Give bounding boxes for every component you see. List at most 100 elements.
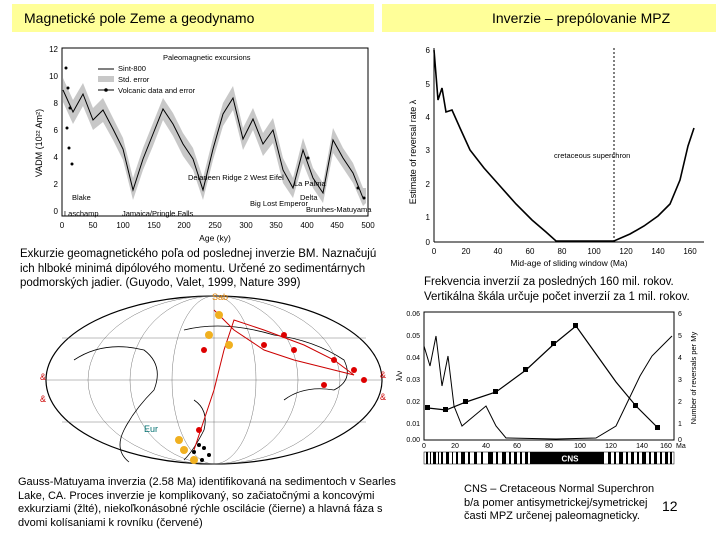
cns-bar-label: CNS xyxy=(562,455,580,464)
globe-black-points xyxy=(192,443,211,462)
vadm-xtick: 50 xyxy=(89,221,98,230)
globe-label-amp: & xyxy=(380,392,386,402)
globe-label-amp: & xyxy=(380,370,386,380)
rate-xtick: 40 xyxy=(494,247,503,256)
globe-red-path xyxy=(193,309,355,451)
cns-xticks: 0 20 40 60 80 100 120 140 160 xyxy=(422,443,672,450)
globe-label-amp: & xyxy=(40,372,46,382)
vadm-legend-title: Paleomagnetic excursions xyxy=(163,53,251,62)
rate-ytick: 2 xyxy=(426,180,431,189)
cns-right-tick: 3 xyxy=(678,377,682,384)
cns-left-tick: 0.05 xyxy=(406,333,420,340)
vadm-annotation: Delta xyxy=(300,193,318,202)
rate-xtick: 120 xyxy=(619,247,633,256)
vadm-ytick: 4 xyxy=(54,153,59,162)
vadm-curve xyxy=(62,89,364,199)
vadm-annotation: Jamaica/Pringle Falls xyxy=(122,209,194,218)
vadm-annotation: Delaneen Ridge 2 West Eifel xyxy=(188,173,284,182)
vadm-xtick: 0 xyxy=(60,221,65,230)
cns-left-tick: 0.03 xyxy=(406,377,420,384)
vadm-annotation: Blake xyxy=(72,193,91,202)
cns-right-tick: 5 xyxy=(678,333,682,340)
vadm-xtick: 400 xyxy=(300,221,314,230)
vadm-yticks: 12 10 8 6 4 2 0 xyxy=(49,45,58,216)
rate-xtick: 20 xyxy=(462,247,471,256)
cns-right-tick: 6 xyxy=(678,311,682,318)
vadm-xtick: 350 xyxy=(269,221,283,230)
vadm-xtick: 150 xyxy=(147,221,161,230)
rate-ytick: 4 xyxy=(426,113,431,122)
vadm-annotations: Blake Laschamp Jamaica/Pringle Falls Del… xyxy=(64,173,372,218)
rate-xtick: 80 xyxy=(558,247,567,256)
vadm-figure: VADM (10²² Am²) 12 10 8 6 4 2 0 Paleomag… xyxy=(34,45,375,243)
left-title: Magnetické pole Zeme a geodynamo xyxy=(12,4,374,32)
cns-left-tick: 0.02 xyxy=(406,399,420,406)
rate-xticks: 0 20 40 60 80 100 120 140 160 xyxy=(432,247,697,256)
cns-left-tick: 0.00 xyxy=(406,437,420,444)
rate-annotation: cretaceous superchron xyxy=(554,151,630,160)
cns-right-tick: 1 xyxy=(678,421,682,428)
rate-ytick: 3 xyxy=(426,146,431,155)
cns-xtick: 100 xyxy=(574,443,586,450)
rate-yticks: 6 5 4 3 2 1 0 xyxy=(426,46,431,247)
vadm-xlabel: Age (ky) xyxy=(199,233,231,243)
page-number: 12 xyxy=(662,498,678,514)
cns-ratio-curve xyxy=(423,335,673,440)
vadm-ytick: 2 xyxy=(54,180,59,189)
rate-ytick: 0 xyxy=(426,238,431,247)
cns-polarity-bar: CNS xyxy=(423,451,675,465)
cns-xtick: 120 xyxy=(605,443,617,450)
vadm-annotation: Big Lost Emperor xyxy=(250,199,308,208)
vadm-annotation: Brunhes-Matuyama xyxy=(306,205,372,214)
globe-yellow-points xyxy=(175,311,233,464)
cns-reversal-line xyxy=(427,325,659,429)
rate-ytick: 6 xyxy=(426,46,431,55)
vadm-ylabel: VADM (10²² Am²) xyxy=(34,109,44,177)
cns-xtick: 80 xyxy=(545,443,553,450)
cns-right-tick: 0 xyxy=(678,437,682,444)
rate-ytick: 5 xyxy=(426,80,431,89)
cns-reversal-points xyxy=(425,323,660,430)
reversal-rate-figure: Estimate of reversal rate λ 6 5 4 3 2 1 … xyxy=(408,46,704,268)
vadm-annotation: La Palma xyxy=(294,179,327,188)
rate-ylabel: Estimate of reversal rate λ xyxy=(408,99,418,204)
vadm-xticks: 0 50 100 150 200 250 300 350 400 450 500 xyxy=(60,221,375,230)
vadm-ytick: 0 xyxy=(54,207,59,216)
globe-red-points xyxy=(196,332,367,433)
cns-xtick: 40 xyxy=(482,443,490,450)
cns-xunit: Ma xyxy=(676,443,686,450)
vadm-volcanic-points xyxy=(64,66,366,200)
rate-curve xyxy=(433,49,695,242)
vadm-ytick: 10 xyxy=(49,72,58,81)
cns-right-tick: 2 xyxy=(678,399,682,406)
vadm-legend-item: Std. error xyxy=(118,75,150,84)
vadm-ytick: 8 xyxy=(54,99,59,108)
vadm-xtick: 100 xyxy=(116,221,130,230)
vadm-annotation: Laschamp xyxy=(64,209,99,218)
cns-right-label: Number of reversals per My xyxy=(689,331,698,424)
caption-rate: Frekvencia inverzií za posledných 160 mi… xyxy=(424,276,690,303)
cns-xtick: 140 xyxy=(636,443,648,450)
cns-left-tick: 0.04 xyxy=(406,355,420,362)
cns-left-tick: 0.01 xyxy=(406,421,420,428)
rate-xtick: 0 xyxy=(432,247,437,256)
vadm-xtick: 450 xyxy=(330,221,344,230)
globe-coastlines xyxy=(73,325,348,463)
caption-cns: CNS – Cretaceous Normal Superchron b/a p… xyxy=(464,483,655,522)
right-title: Inverzie – prepólovanie MPZ xyxy=(382,4,716,32)
vadm-xtick: 500 xyxy=(361,221,375,230)
caption-globe: Gauss-Matuyama inverzia (2.58 Ma) identi… xyxy=(18,476,396,529)
cns-left-label: λ/ν xyxy=(396,371,404,381)
cns-xtick: 160 xyxy=(660,443,672,450)
vadm-xtick: 200 xyxy=(177,221,191,230)
vadm-legend-item: Volcanic data and error xyxy=(118,86,196,95)
cns-xtick: 20 xyxy=(451,443,459,450)
rate-xtick: 100 xyxy=(587,247,601,256)
globe-label-eur: Eur xyxy=(144,424,158,434)
globe-label-amp: & xyxy=(40,394,46,404)
globe-figure: Sab Eur & & & & xyxy=(40,292,386,465)
cns-xtick: 0 xyxy=(422,443,426,450)
rate-xtick: 160 xyxy=(683,247,697,256)
rate-xtick: 140 xyxy=(651,247,665,256)
vadm-xtick: 300 xyxy=(239,221,253,230)
